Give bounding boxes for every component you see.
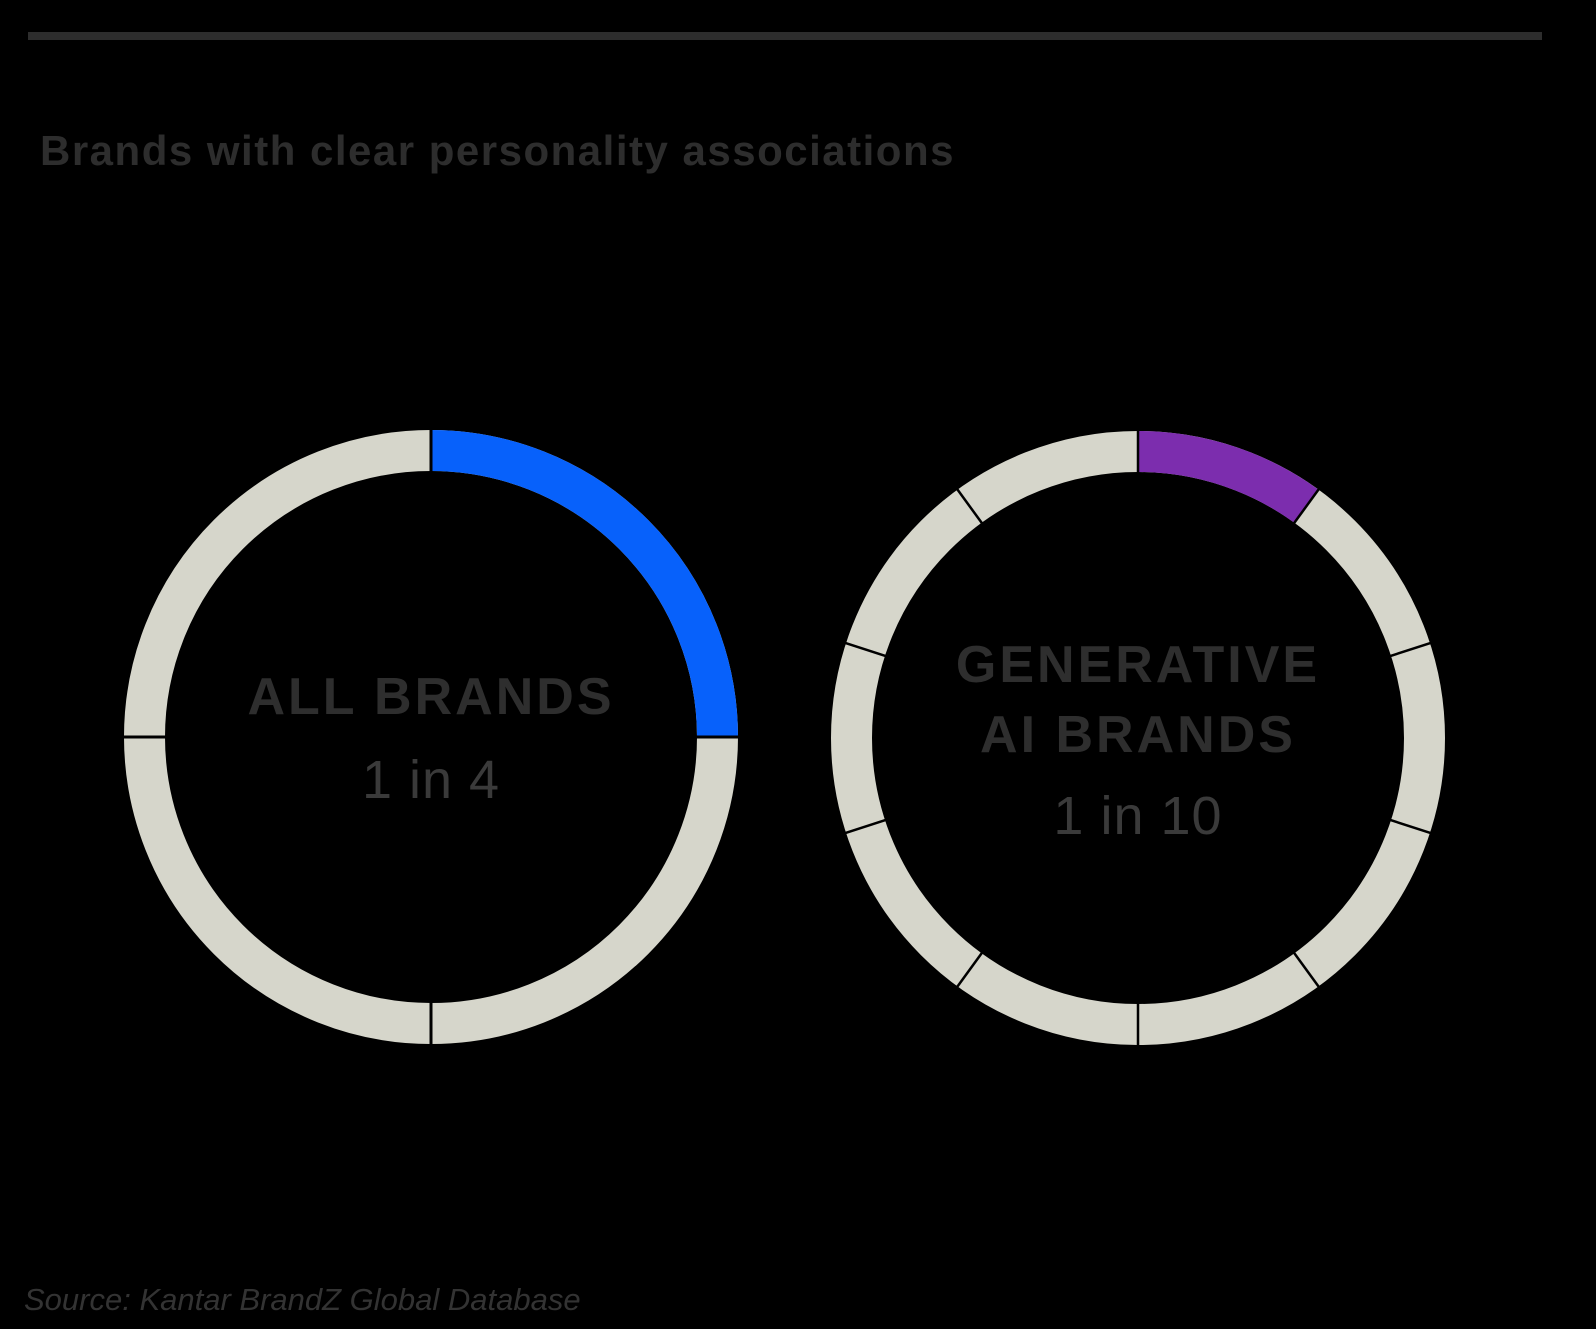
donut-ring-all-brands [122,428,740,1046]
source-caption: Source: Kantar BrandZ Global Database [24,1282,581,1317]
donut-label-generative: GENERATIVE [955,636,1321,694]
donut-label-ai-brands: AI BRANDS [980,706,1296,764]
donut-ring-generative-ai-brands [831,429,1445,1047]
donut-value-all-brands: 1 in 4 [361,750,501,810]
donut-label-all-brands: ALL BRANDS [247,668,615,726]
donut-chart-generative-ai-brands: GENERATIVE AI BRANDS 1 in 10 [818,418,1458,1058]
donut-chart-all-brands: ALL BRANDS 1 in 4 [111,417,751,1057]
page-title: Brands with clear personality associatio… [40,127,955,174]
top-accent-bar [28,32,1542,40]
donut-value-generative-ai-brands: 1 in 10 [1053,786,1223,846]
